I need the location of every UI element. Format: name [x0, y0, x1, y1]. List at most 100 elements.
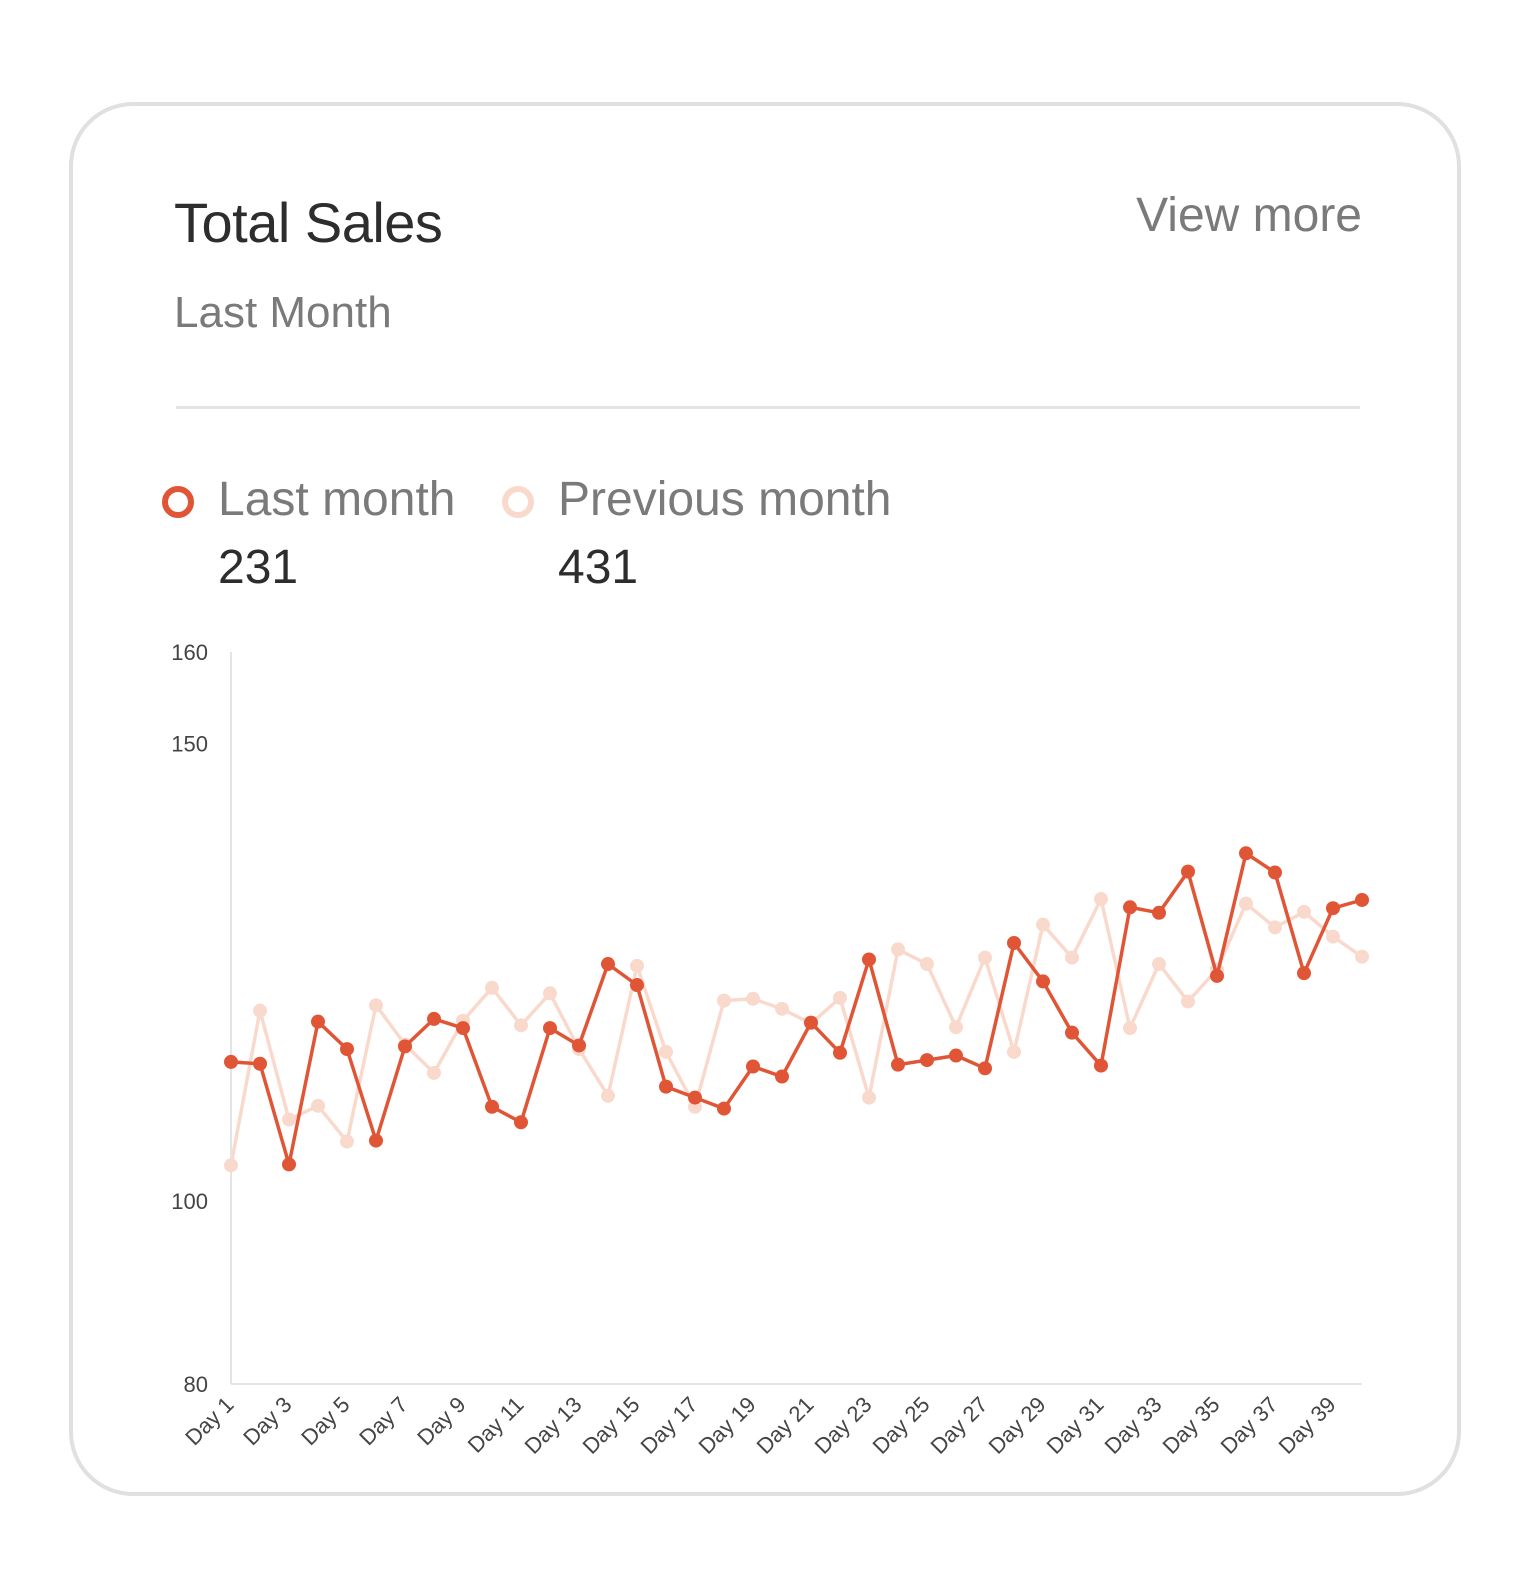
- x-tick-label: Day 25: [868, 1392, 935, 1459]
- data-point[interactable]: [717, 993, 731, 1008]
- data-point[interactable]: [456, 1021, 470, 1036]
- data-point[interactable]: [1297, 904, 1311, 919]
- data-point[interactable]: [514, 1115, 528, 1130]
- data-point[interactable]: [1094, 892, 1108, 907]
- data-point[interactable]: [311, 1014, 325, 1029]
- data-point[interactable]: [1152, 957, 1166, 972]
- x-tick-label: Day 17: [636, 1392, 703, 1459]
- divider: [176, 406, 1360, 409]
- view-more-link[interactable]: View more: [1136, 189, 1362, 242]
- y-axis-ticks: 80 100 150 160: [171, 640, 208, 1397]
- data-point[interactable]: [775, 1001, 789, 1016]
- legend-dot-previous-month-icon: [502, 486, 534, 518]
- data-point[interactable]: [746, 1059, 760, 1074]
- y-tick-label: 100: [171, 1189, 208, 1214]
- data-point[interactable]: [1268, 920, 1282, 935]
- data-point[interactable]: [920, 957, 934, 972]
- data-point[interactable]: [601, 957, 615, 972]
- data-point[interactable]: [1007, 935, 1021, 950]
- data-point[interactable]: [427, 1065, 441, 1080]
- data-point[interactable]: [891, 1057, 905, 1072]
- data-point[interactable]: [1355, 892, 1369, 907]
- data-point[interactable]: [1036, 917, 1050, 932]
- data-point[interactable]: [572, 1038, 586, 1053]
- data-point[interactable]: [543, 986, 557, 1001]
- x-tick-label: Day 19: [694, 1392, 761, 1459]
- x-tick-label: Day 29: [984, 1392, 1051, 1459]
- data-point[interactable]: [340, 1134, 354, 1149]
- data-point[interactable]: [311, 1098, 325, 1113]
- data-point[interactable]: [485, 980, 499, 995]
- x-tick-label: Day 7: [354, 1392, 412, 1450]
- legend-value: 231: [218, 541, 299, 594]
- series-last-month: [224, 846, 1369, 1172]
- data-point[interactable]: [282, 1112, 296, 1127]
- data-point[interactable]: [282, 1157, 296, 1172]
- data-point[interactable]: [717, 1101, 731, 1116]
- data-point[interactable]: [833, 990, 847, 1005]
- data-point[interactable]: [1065, 950, 1079, 965]
- data-point[interactable]: [224, 1158, 238, 1173]
- data-point[interactable]: [949, 1020, 963, 1035]
- data-point[interactable]: [1152, 905, 1166, 920]
- data-point[interactable]: [1210, 968, 1224, 983]
- data-point[interactable]: [485, 1099, 499, 1114]
- data-point[interactable]: [369, 998, 383, 1013]
- data-point[interactable]: [978, 950, 992, 965]
- data-point[interactable]: [659, 1044, 673, 1059]
- x-tick-label: Day 39: [1274, 1392, 1341, 1459]
- data-point[interactable]: [978, 1061, 992, 1076]
- data-point[interactable]: [1123, 1021, 1137, 1036]
- data-point[interactable]: [775, 1069, 789, 1084]
- series-line: [229, 897, 1363, 1166]
- data-point[interactable]: [514, 1018, 528, 1033]
- data-point[interactable]: [630, 958, 644, 973]
- legend-label: Previous month: [558, 473, 892, 526]
- data-point[interactable]: [1123, 900, 1137, 915]
- x-tick-label: Day 13: [520, 1392, 587, 1459]
- data-point[interactable]: [253, 1056, 267, 1071]
- x-tick-label: Day 35: [1158, 1392, 1225, 1459]
- series-layer: [224, 846, 1369, 1173]
- data-point[interactable]: [630, 978, 644, 993]
- data-point[interactable]: [1297, 966, 1311, 981]
- x-tick-label: Day 31: [1042, 1392, 1109, 1459]
- data-point[interactable]: [1007, 1044, 1021, 1059]
- data-point[interactable]: [1239, 846, 1253, 861]
- data-point[interactable]: [1239, 896, 1253, 911]
- data-point[interactable]: [833, 1045, 847, 1060]
- data-point[interactable]: [1355, 949, 1369, 964]
- x-tick-label: Day 33: [1100, 1392, 1167, 1459]
- data-point[interactable]: [891, 942, 905, 957]
- data-point[interactable]: [659, 1079, 673, 1094]
- data-point[interactable]: [1326, 901, 1340, 916]
- data-point[interactable]: [1065, 1025, 1079, 1040]
- x-tick-label: Day 27: [926, 1392, 993, 1459]
- data-point[interactable]: [253, 1003, 267, 1018]
- data-point[interactable]: [427, 1011, 441, 1026]
- data-point[interactable]: [862, 1090, 876, 1105]
- data-point[interactable]: [688, 1090, 702, 1105]
- data-point[interactable]: [398, 1039, 412, 1054]
- data-point[interactable]: [369, 1133, 383, 1148]
- card-subtitle: Last Month: [174, 288, 392, 337]
- data-point[interactable]: [224, 1054, 238, 1069]
- data-point[interactable]: [1181, 994, 1195, 1009]
- y-tick-label: 160: [171, 640, 208, 665]
- data-point[interactable]: [1036, 974, 1050, 989]
- data-point[interactable]: [601, 1088, 615, 1103]
- data-point[interactable]: [949, 1048, 963, 1063]
- data-point[interactable]: [1094, 1058, 1108, 1073]
- data-point[interactable]: [920, 1053, 934, 1068]
- data-point[interactable]: [1326, 929, 1340, 944]
- data-point[interactable]: [543, 1021, 557, 1036]
- data-point[interactable]: [804, 1015, 818, 1030]
- data-point[interactable]: [746, 991, 760, 1006]
- data-point[interactable]: [862, 952, 876, 967]
- y-tick-label: 80: [184, 1372, 208, 1397]
- data-point[interactable]: [1268, 865, 1282, 880]
- x-tick-label: Day 3: [238, 1392, 296, 1450]
- data-point[interactable]: [340, 1042, 354, 1057]
- data-point[interactable]: [1181, 864, 1195, 879]
